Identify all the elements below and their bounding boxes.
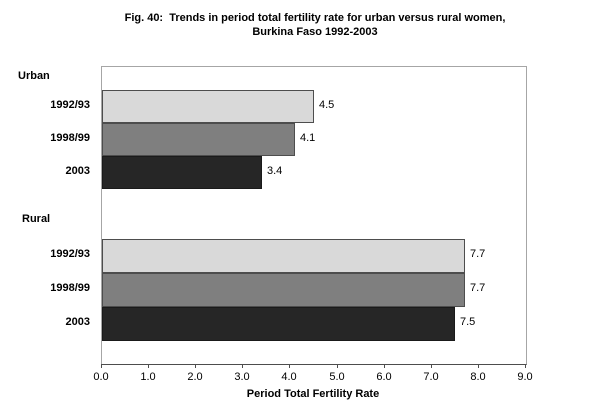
- x-axis-tick-label: 2.0: [187, 371, 203, 383]
- x-axis-tick-label: 5.0: [329, 371, 345, 383]
- bar-value-label: 3.4: [267, 164, 283, 177]
- group-label-rural: Rural: [22, 213, 51, 225]
- x-axis-tick-mark: [195, 364, 196, 368]
- x-axis-tick-mark: [101, 364, 102, 368]
- x-axis-tick-label: 4.0: [281, 371, 297, 383]
- category-label-urban-2003: 2003: [65, 164, 90, 177]
- bar-value-label: 4.5: [319, 98, 335, 111]
- x-axis-title: Period Total Fertility Rate: [246, 388, 380, 400]
- bar-rural-1992-93: [102, 239, 465, 273]
- chart-title-line2: Burkina Faso 1992-2003: [252, 26, 378, 38]
- bar-urban-2003: [102, 156, 262, 189]
- x-axis-tick-label: 8.0: [470, 371, 486, 383]
- x-axis-tick-label: 7.0: [423, 371, 439, 383]
- x-axis-tick-mark: [384, 364, 385, 368]
- x-axis-tick-mark: [337, 364, 338, 368]
- category-label-rural-2003: 2003: [65, 316, 90, 328]
- category-label-rural-1992-93: 1992/93: [50, 248, 90, 260]
- x-axis-tick-mark: [148, 364, 149, 368]
- chart-title-line1: Fig. 40: Trends in period total fertilit…: [124, 12, 506, 24]
- bar-value-label: 4.1: [300, 131, 316, 144]
- group-label-urban: Urban: [18, 70, 50, 82]
- bar-urban-1998-99: [102, 123, 295, 156]
- x-axis-tick-label: 9.0: [517, 371, 533, 383]
- x-axis-tick-mark: [431, 364, 432, 368]
- x-axis-tick-label: 3.0: [234, 371, 250, 383]
- category-label-rural-1998-99: 1998/99: [50, 282, 90, 294]
- x-axis-tick-mark: [478, 364, 479, 368]
- x-axis-tick-mark: [525, 364, 526, 368]
- bar-value-label: 7.5: [460, 316, 476, 328]
- x-axis-tick-label: 1.0: [140, 371, 156, 383]
- x-axis-tick-label: 0.0: [93, 371, 109, 383]
- x-axis-tick-mark: [242, 364, 243, 368]
- category-label-urban-1998-99: 1998/99: [50, 131, 90, 144]
- category-label-urban-1992-93: 1992/93: [50, 98, 90, 111]
- bar-rural-2003: [102, 307, 455, 341]
- plot-area: [101, 66, 527, 365]
- bar-value-label: 7.7: [470, 282, 486, 294]
- bar-value-label: 7.7: [470, 248, 486, 260]
- bar-rural-1998-99: [102, 273, 465, 307]
- x-axis-tick-mark: [289, 364, 290, 368]
- x-axis-tick-label: 6.0: [376, 371, 392, 383]
- bar-urban-1992-93: [102, 90, 314, 123]
